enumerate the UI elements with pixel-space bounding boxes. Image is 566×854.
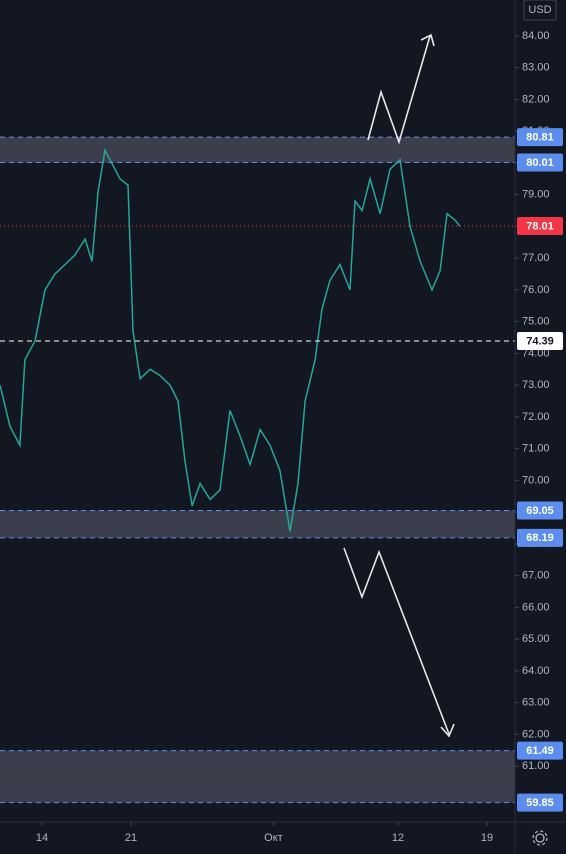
y-tick-label: 82.00 [522,93,550,105]
zone [0,137,515,163]
y-tick-label: 73.00 [522,379,550,391]
zones [0,137,515,803]
settings-icon[interactable] [532,830,548,846]
y-tick-label: 67.00 [522,570,550,582]
y-tick-label: 64.00 [522,665,550,677]
price-tag [517,331,563,350]
up-arrow [367,35,431,145]
y-tick-label: 76.00 [522,284,550,296]
down-arrow [343,547,450,735]
arrows [343,33,455,738]
price-tag-label: 74.39 [526,335,554,347]
price-tag [517,793,563,812]
x-tick-label: 12 [392,832,404,844]
y-tick-label: 79.00 [522,189,550,201]
y-tick-label: 70.00 [522,474,550,486]
price-tag-label: 68.19 [526,532,554,544]
y-tick-label: 62.00 [522,728,550,740]
price-tag-label: 78.01 [526,220,554,232]
zone [0,510,515,538]
y-tick-label: 63.00 [522,697,550,709]
y-tick-label: 83.00 [522,62,550,74]
plot [0,136,515,804]
arrow-head [420,33,435,47]
zone [0,750,515,803]
y-tick-label: 84.00 [522,30,550,42]
price-tag-label: 69.05 [526,505,554,517]
price-line-series [0,147,461,532]
x-tick-label: Окт [264,832,283,844]
price-tag [517,501,563,520]
x-tick-label: 14 [36,832,48,844]
y-tick-label: 72.00 [522,411,550,423]
price-tag-label: 59.85 [526,797,554,809]
y-tick-label: 74.00 [522,347,550,359]
price-tag [517,741,563,760]
price-tag-label: 61.49 [526,745,554,757]
price-tag [517,217,563,236]
arrow-head [440,723,455,738]
y-tick-label: 65.00 [522,633,550,645]
price-tag [517,153,563,172]
y-tick-label: 61.00 [522,760,550,772]
price-tag [517,128,563,147]
y-tick-label: 77.00 [522,252,550,264]
currency: USD [528,4,551,16]
y-tick-label: 75.00 [522,316,550,328]
x-tick-label: 21 [125,832,137,844]
y-tick-label: 66.00 [522,601,550,613]
price-tag-label: 80.01 [526,157,554,169]
price-tag-label: 80.81 [526,132,554,144]
price-tag [517,528,563,547]
x-tick-label: 19 [481,832,493,844]
currency-box[interactable] [523,0,557,21]
y-tick-label: 71.00 [522,443,550,455]
